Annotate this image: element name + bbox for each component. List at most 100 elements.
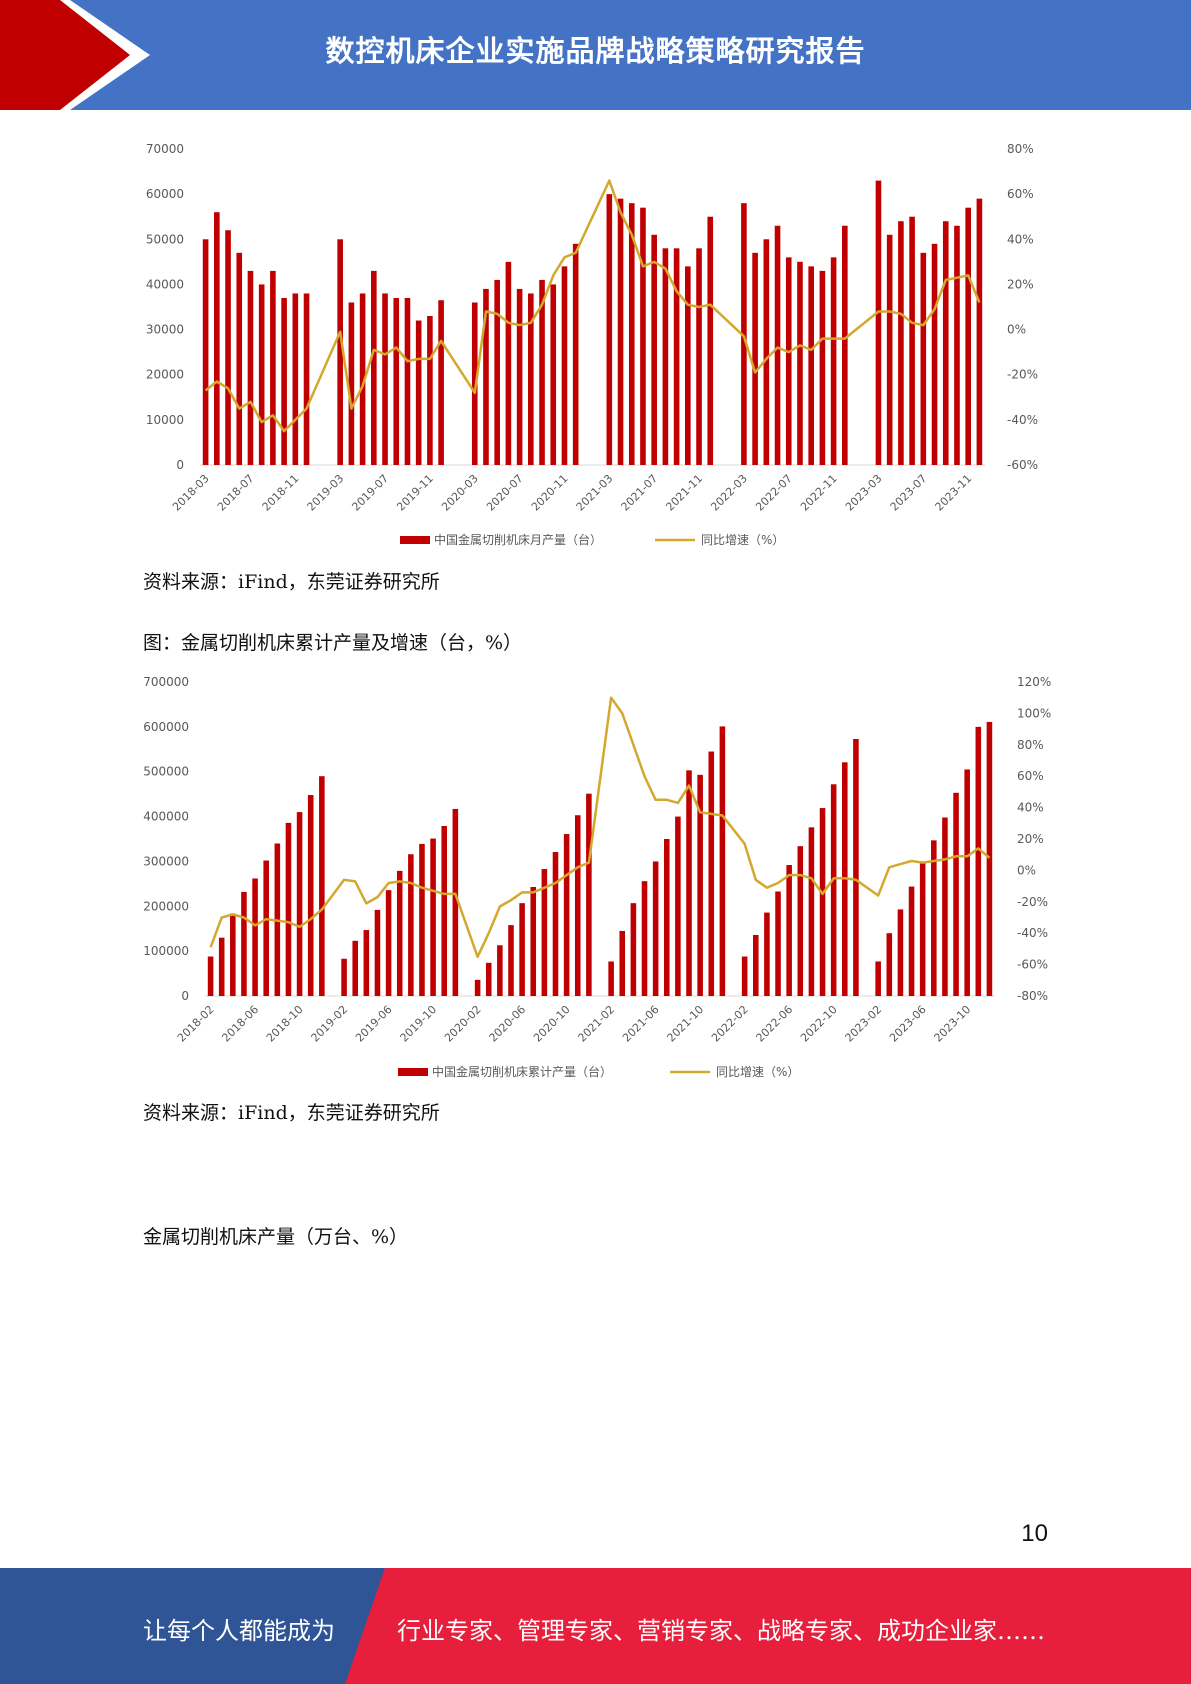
monthly-production-chart: 70000 60000 50000 40000 30000 20000 10000 0 80% 6… <box>146 142 1038 547</box>
bar-mark <box>797 261 803 465</box>
x-tick-label: 2022-07 <box>753 472 795 514</box>
y-right-tick: 80% <box>1017 738 1044 752</box>
bar-mark <box>675 816 681 996</box>
x-tick-label: 2023-10 <box>932 1003 974 1045</box>
y-right-tick: 20% <box>1007 277 1034 291</box>
bar-mark <box>528 293 534 465</box>
y-left-tick: 300000 <box>143 854 189 868</box>
x-tick-label: 2020-11 <box>529 472 571 514</box>
bar-mark <box>427 316 433 465</box>
y-left-tick: 60000 <box>146 187 184 201</box>
x-tick-label: 2021-02 <box>576 1003 618 1045</box>
x-tick-label: 2018-03 <box>170 472 212 514</box>
legend-bar-swatch <box>400 536 430 544</box>
bar-mark <box>281 297 287 465</box>
bar-mark <box>258 284 265 465</box>
bar-mark <box>359 293 366 465</box>
bar-mark <box>292 293 299 465</box>
x-tick-label: 2022-03 <box>708 472 750 514</box>
source-note-1: 资料来源：iFind，东莞证券研究所 <box>143 571 440 593</box>
y-left-tick: 40000 <box>146 277 184 291</box>
bar-mark <box>371 270 377 465</box>
x-tick-label: 2019-07 <box>349 472 391 514</box>
bar-mark <box>207 956 214 996</box>
bar-mark <box>919 861 926 996</box>
x-tick-label: 2022-02 <box>709 1003 751 1045</box>
y-right-tick: -20% <box>1007 368 1038 382</box>
bar-mark <box>775 891 781 996</box>
bar-mark <box>374 909 381 996</box>
x-tick-label: 2020-07 <box>484 472 526 514</box>
y-right-tick: -60% <box>1007 458 1038 472</box>
page-number: 10 <box>1021 1520 1048 1547</box>
footer-background <box>0 1568 1191 1684</box>
bar-mark <box>530 886 537 996</box>
x-tick-label: 2019-10 <box>398 1003 440 1045</box>
x-tick-label: 2022-10 <box>798 1003 840 1045</box>
legend-bar-label: 中国金属切削机床月产量（台） <box>434 532 602 547</box>
bar-mark <box>986 721 993 996</box>
bar-mark <box>519 903 525 996</box>
bar-mark <box>550 284 557 465</box>
bar-mark <box>606 194 613 465</box>
bar-mark <box>415 320 422 465</box>
bar-mark <box>263 860 269 996</box>
y-right-tick: -20% <box>1017 895 1048 909</box>
bar-mark <box>719 726 726 996</box>
bar-mark <box>285 822 292 996</box>
x-tick-label: 2018-07 <box>215 472 257 514</box>
bar-mark <box>430 838 436 996</box>
bar-mark <box>561 266 568 465</box>
bar-mark <box>954 225 960 465</box>
legend-line-label: 同比增速（%） <box>701 533 784 547</box>
y-right-tick: -80% <box>1017 989 1048 1003</box>
x-tick-label: 2022-11 <box>798 472 840 514</box>
bar-mark <box>808 827 815 996</box>
bar-mark <box>572 243 579 465</box>
bar-mark <box>886 234 893 465</box>
source-note-2: 资料来源：iFind，东莞证券研究所 <box>143 1102 440 1124</box>
bar-mark <box>441 825 448 996</box>
bar-mark <box>897 909 904 996</box>
bar-mark <box>696 248 702 465</box>
x-tick-label: 2021-10 <box>665 1003 707 1045</box>
y-left-tick: 700000 <box>143 675 189 689</box>
bar-mark <box>352 940 358 996</box>
bar-mark <box>942 817 948 996</box>
bar-mark <box>247 270 254 465</box>
x-tick-label: 2021-06 <box>620 1003 662 1045</box>
bar-mark <box>241 891 247 996</box>
bar-mark <box>586 793 592 996</box>
x-tick-label: 2022-06 <box>754 1003 796 1045</box>
y-right-tick: -60% <box>1017 958 1048 972</box>
y-right-tick: 0% <box>1017 863 1036 877</box>
bar-mark <box>830 784 837 996</box>
bar-mark <box>931 243 938 465</box>
bar-mark <box>341 958 347 996</box>
y-left-tick: 400000 <box>143 810 189 824</box>
bar-mark <box>319 776 325 996</box>
report-title: 数控机床企业实施品牌战略策略研究报告 <box>325 34 866 68</box>
x-tick-label: 2018-06 <box>219 1003 261 1045</box>
y-left-tick: 100000 <box>143 944 189 958</box>
bar-mark <box>541 869 548 996</box>
header-arrow-decoration <box>0 0 150 110</box>
y-left-tick: 0 <box>181 989 189 1003</box>
x-tick-label: 2019-02 <box>309 1003 351 1045</box>
bar-mark <box>707 216 714 465</box>
bar-mark <box>474 979 481 996</box>
bar-mark <box>641 881 648 996</box>
bar-mark <box>774 225 781 465</box>
bar-mark <box>483 288 489 465</box>
bar-mark <box>617 198 624 465</box>
section-caption: 金属切削机床产量（万台、%） <box>143 1226 409 1248</box>
bar-mark <box>348 302 355 465</box>
bar-mark <box>785 257 792 465</box>
bar-mark <box>741 956 748 996</box>
bar-mark <box>752 934 759 996</box>
footer-slogan-left: 让每个人都能成为 <box>143 1617 335 1645</box>
page-header: 数控机床企业实施品牌战略策略研究报告 <box>0 0 1191 110</box>
y-left-tick: 0 <box>176 458 184 472</box>
y-left-tick: 500000 <box>143 765 189 779</box>
bar-mark <box>808 266 814 465</box>
